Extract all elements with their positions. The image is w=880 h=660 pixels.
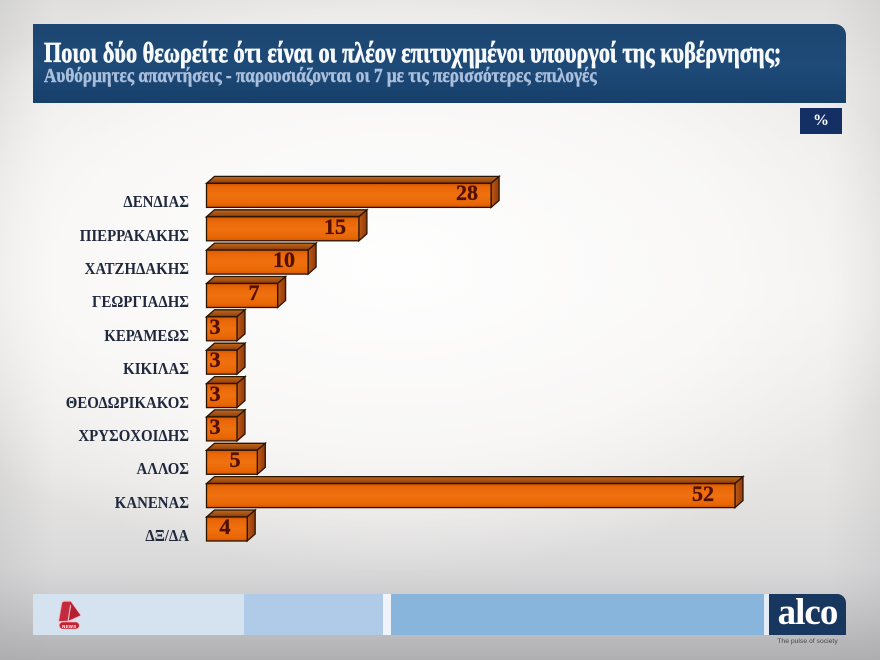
svg-text:NEWS: NEWS	[62, 624, 76, 629]
